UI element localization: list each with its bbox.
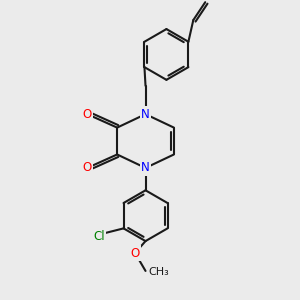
Text: CH₃: CH₃ bbox=[148, 267, 169, 278]
Text: Cl: Cl bbox=[93, 230, 105, 243]
Text: O: O bbox=[130, 247, 140, 260]
Text: O: O bbox=[83, 108, 92, 121]
Text: O: O bbox=[83, 161, 92, 174]
Text: N: N bbox=[141, 161, 150, 174]
Text: N: N bbox=[141, 108, 150, 121]
